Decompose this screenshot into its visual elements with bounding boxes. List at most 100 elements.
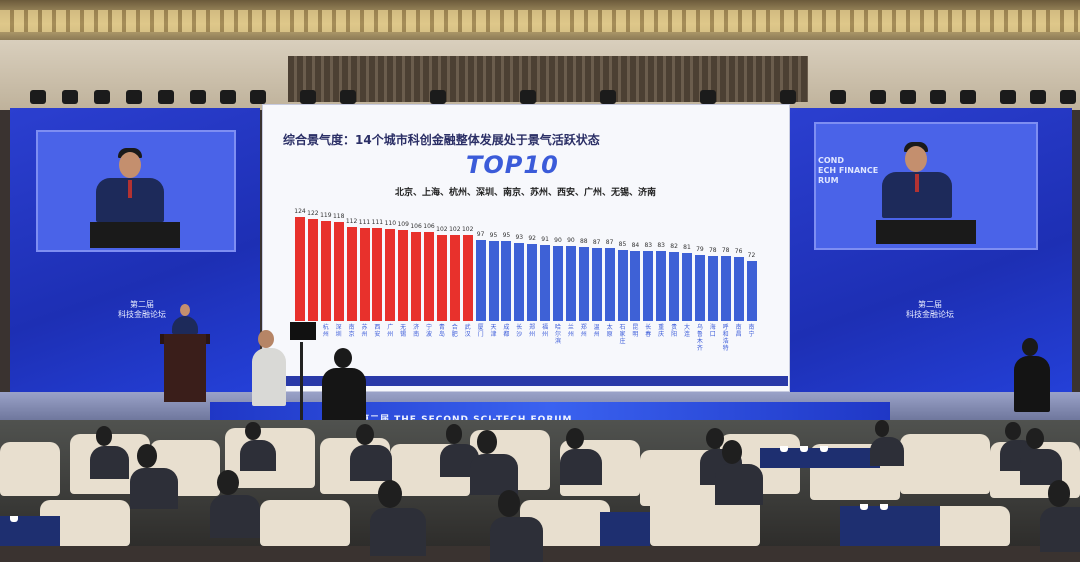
bar-category-label-33: 呼和浩特 [722,324,729,352]
bar-30 [682,253,692,321]
audience-member-body [560,449,602,485]
spotlight [780,90,796,104]
bar-3 [333,222,344,321]
bar-category-label-28: 重庆 [658,324,665,338]
lectern [164,334,206,402]
audience-member-head [1026,428,1044,449]
bar-value-label-33: 78 [721,246,730,254]
audience-member-head [245,422,261,441]
bar-22 [578,247,589,321]
tea-cup-icon [820,446,828,452]
bar-value-label-27: 83 [644,242,653,250]
right-screen-caption: COND ECH FINANCE RUM [818,156,878,186]
bar-16 [501,241,512,321]
audience-table [600,512,650,546]
bar-23 [591,248,602,321]
right-side-screen: COND ECH FINANCE RUM 第二届 科技金融论坛 [790,108,1072,392]
audience-member-body [470,453,518,495]
audience-area [0,420,1080,562]
audience-member-head [566,428,584,449]
spotlight [1030,90,1046,104]
bar-category-label-11: 青岛 [438,324,445,338]
tea-cup-icon [800,446,808,452]
audience-member-body [130,467,178,509]
bar-13 [462,235,473,321]
bar-value-label-8: 109 [397,220,409,228]
slide-title: 综合景气度：14个城市科创金融整体发展处于景气活跃状态 [283,133,600,147]
spotlight [700,90,716,104]
bar-4 [346,227,357,321]
bar-7 [385,228,396,321]
bar-value-label-1: 122 [307,209,319,217]
stage-lights [0,86,1080,110]
video-camera-icon [290,322,316,340]
tripod-icon [300,342,303,428]
right-photographer-head [1022,338,1038,356]
bar-33 [720,255,731,321]
bar-0 [295,217,305,321]
bar-19 [540,244,551,321]
bar-6 [372,227,383,321]
bar-32 [707,255,718,321]
top10-heading: TOP10 [466,151,559,179]
audience-member-head [721,440,743,464]
audience-chair [0,442,60,496]
bar-value-label-3: 118 [332,213,345,221]
spotlight [960,90,976,104]
audience-member-head [1047,480,1071,507]
bar-category-label-4: 南京 [348,324,355,338]
audience-member-head [706,428,724,449]
bar-category-label-15: 天津 [490,324,497,338]
logo-line-2: 科技金融论坛 [118,310,166,319]
speaker-podium [90,222,180,248]
bar-value-label-5: 111 [358,218,371,226]
spotlight [220,90,236,104]
spotlight [600,90,616,104]
standing-person-body [322,368,366,424]
left-camera-view [36,130,236,252]
bar-value-label-24: 87 [605,239,614,247]
audience-member-head [476,430,498,454]
bar-category-label-25: 石家庄 [619,324,626,345]
bar-20 [553,245,563,321]
audience-member-head [445,424,463,444]
ceiling [0,0,1080,40]
speaker-head [905,146,927,172]
audience-table [0,516,60,546]
bar-17 [514,243,525,321]
audience-member-body [240,440,277,472]
bar-category-label-13: 武汉 [464,324,471,338]
audience-member-head [95,426,113,446]
bar-18 [527,243,538,321]
bar-value-label-2: 119 [320,212,332,220]
bar-11 [436,235,447,321]
spotlight [1000,90,1016,104]
photographer-head [258,330,274,348]
audience-member-head [378,480,402,508]
bar-category-label-29: 贵阳 [671,324,678,338]
audience-member-head [874,420,890,437]
bar-value-label-34: 76 [734,248,743,256]
bar-value-label-31: 79 [696,245,704,253]
bar-value-label-16: 95 [502,232,511,240]
bar-category-label-8: 无锡 [400,324,407,338]
bar-category-label-23: 温州 [593,324,600,338]
bar-category-label-22: 郑州 [580,324,587,338]
bar-21 [565,245,576,321]
photographer-shirt [252,348,286,406]
bar-category-label-32: 海口 [709,324,716,338]
audience-table [840,506,940,546]
audience-member-body [1020,449,1062,485]
audience-member-body [870,436,904,466]
spotlight [158,90,174,104]
bar-category-label-34: 南昌 [735,324,742,338]
spotlight [126,90,142,104]
spotlight [520,90,536,104]
spotlight [1060,90,1076,104]
audience-member-body [490,516,544,562]
audience-chair [900,434,990,494]
bar-category-label-24: 太原 [606,324,613,338]
audience-chair [260,500,350,546]
bar-category-label-21: 兰州 [567,324,574,338]
